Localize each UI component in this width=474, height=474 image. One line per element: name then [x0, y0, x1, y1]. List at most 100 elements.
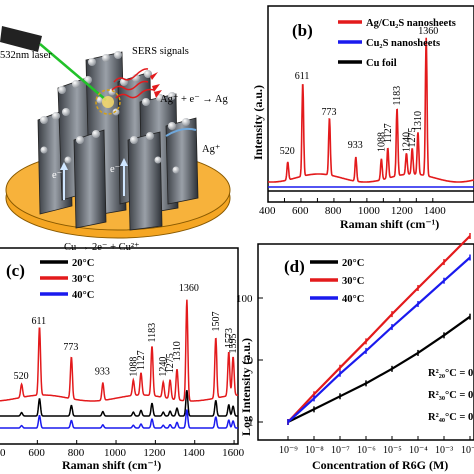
panel-c-tick-label: 1400 — [183, 447, 206, 459]
panel-c-x-ticks: 400 600 800 1000 1200 1400 1600 — [0, 440, 245, 459]
panel-d-x-axis-label: Concentration of R6G (M) — [312, 458, 448, 472]
silver-nanoparticles — [40, 51, 190, 174]
panel-b-peak-label: 1360 — [418, 26, 438, 37]
panel-b-peak-label: 611 — [295, 71, 310, 82]
panel-b-legend: Ag/Cu₂S nanosheets Cu₂S nanosheets Cu foil — [338, 18, 456, 69]
panel-b-tick-label: 1200 — [391, 205, 414, 217]
panel-c-peak-label: 1183 — [147, 323, 158, 343]
panel-b-series-line-0 — [268, 37, 474, 183]
panel-d-x-tick-label: 10⁻⁷ — [331, 445, 350, 456]
panel-c-peak-label: 611 — [32, 316, 47, 327]
panel-b-peak-label: 1310 — [413, 111, 424, 131]
panel-d-series-line-1 — [287, 235, 471, 423]
panel-c-x-axis-label: Raman shift (cm⁻¹) — [62, 458, 161, 472]
panel-d-legend-label: 40°C — [342, 294, 364, 305]
panel-b-legend-label: Cu foil — [366, 58, 397, 69]
panel-d-series-line-0 — [287, 315, 471, 423]
panel-c-label: (c) — [6, 261, 25, 280]
panel-b-peak-label: 933 — [348, 140, 363, 151]
panel-b-legend-label: Cu₂S nanosheets — [366, 38, 440, 49]
ag-ion-arrow — [165, 127, 197, 137]
sers-signals-label: SERS signals — [132, 46, 189, 57]
panel-b-peak-label: 1275 — [407, 128, 418, 148]
laser-source — [0, 26, 121, 115]
panel-b-tick-label: 1000 — [358, 205, 381, 217]
panel-d-legend-label: 20°C — [342, 258, 364, 269]
panel-c-frame — [0, 247, 239, 445]
panel-c-series-line-1 — [0, 299, 239, 402]
panel-d-x-tick-label: 10⁻⁹ — [279, 445, 298, 456]
panel-b-peak-label: 520 — [280, 146, 295, 157]
panel-c-tick-label: 1600 — [222, 447, 245, 459]
panel-c-peak-label: 1088 — [128, 357, 139, 377]
panel-d-x-tick-label: 10⁻⁵ — [383, 445, 402, 456]
panel-b-peak-label: 1127 — [383, 123, 394, 143]
sers-signal-arrows — [111, 68, 162, 99]
panel-c-tick-label: 1200 — [143, 447, 166, 459]
electron-arrows — [60, 158, 128, 200]
panel-b-x-axis-label: Raman shift (cm⁻¹) — [340, 217, 439, 231]
panel-d-x-tick-label: 10⁻⁴ — [409, 445, 428, 456]
panel-b-tick-label: 600 — [292, 205, 309, 217]
panel-c-legend-label: 30°C — [72, 274, 94, 285]
panel-b-frame — [267, 5, 474, 203]
panel-c-series — [0, 299, 239, 429]
panel-c-legend-label: 20°C — [72, 258, 94, 269]
panel-c-series-line-2 — [0, 409, 238, 429]
panel-d-series — [287, 233, 471, 425]
panel-d-y-tick-label: 100 — [236, 293, 253, 305]
panel-d-label: (d) — [284, 257, 305, 276]
reaction-silver-label: Ag⁺ + e⁻ → Ag — [160, 94, 229, 105]
panel-c-series-line-0 — [0, 390, 238, 417]
panel-b-tick-label: 800 — [325, 205, 342, 217]
panel-c-peak-label: 1507 — [211, 312, 222, 332]
panel-d-y-axis-label: Log Intensity (a.u.) — [239, 338, 253, 436]
panel-c-tick-label: 800 — [68, 447, 85, 459]
panel-c-peak-label: 1275 — [165, 353, 176, 373]
panel-d-r-squared: R²₂₀°C = 0. R²₃₀°C = 0. R²₄₀°C = 0. — [428, 368, 474, 423]
panel-d-x-tick-label: 10⁻⁶ — [357, 445, 376, 456]
panel-d-y-tick-label: 1 — [248, 417, 254, 429]
panel-d-y-tick-label: 10 — [242, 355, 254, 367]
panel-d-x-tick-label: 10⁻⁸ — [305, 445, 324, 456]
panel-b-peak-label: 1088 — [376, 132, 387, 152]
panel-c-peak-label: 520 — [14, 371, 29, 382]
panel-b-peak-label: 1183 — [392, 86, 403, 106]
panel-b-legend-label: Ag/Cu₂S nanosheets — [366, 18, 456, 29]
laser-label: 532nm laser — [0, 50, 52, 61]
panel-c-peak-label: 933 — [95, 366, 110, 377]
schematic-panel: 532nm laser SERS signals Ag⁺ + e⁻ → Ag A… — [0, 26, 231, 253]
panel-c-peak-label: 1360 — [179, 283, 199, 294]
panel-d-r-squared-label: R²₄₀°C = 0. — [428, 412, 474, 423]
panel-d-ticks: 10⁻⁹ 10⁻⁸ 10⁻⁷ 10⁻⁶ 10⁻⁵ 10⁻⁴ 10⁻³ 10⁻² 1 10 100 — [236, 293, 474, 456]
panel-d-series-line-2 — [287, 256, 471, 423]
panel-c-peak-label: 1573 — [224, 328, 235, 348]
panel-d-legend-label: 30°C — [342, 276, 364, 287]
panel-c-tick-label: 400 — [0, 447, 6, 459]
panel-b-label: (b) — [292, 21, 313, 40]
panel-b-tick-label: 400 — [259, 205, 276, 217]
panel-b-peak-label: 773 — [322, 107, 337, 118]
panel-c-peak-label: 1595 — [228, 334, 239, 354]
panel-d-x-tick-label: 10⁻³ — [435, 445, 453, 456]
panel-d: 10⁻⁹ 10⁻⁸ 10⁻⁷ 10⁻⁶ 10⁻⁵ 10⁻⁴ 10⁻³ 10⁻² 1 10 100 (… — [236, 233, 474, 472]
electron-label-left: e⁻ — [52, 170, 62, 181]
panel-c-peak-label: 1127 — [136, 350, 147, 370]
electron-label-right: e⁻ — [110, 164, 120, 175]
panel-c-tick-label: 1000 — [104, 447, 127, 459]
panel-b-tick-label: 1400 — [424, 205, 447, 217]
panel-d-legend: 20°C 30°C 40°C — [310, 258, 364, 305]
panel-c-legend-label: 40°C — [72, 290, 94, 301]
panel-c-tick-label: 600 — [28, 447, 45, 459]
panel-d-r-squared-label: R²₃₀°C = 0. — [428, 390, 474, 401]
panel-c-peak-label: 1240 — [158, 357, 169, 377]
panel-b-series — [268, 37, 474, 192]
panel-d-r-squared-label: R²₂₀°C = 0. — [428, 368, 474, 379]
panel-c-legend: 20°C 30°C 40°C — [40, 258, 94, 301]
ag-ion-label: Ag⁺ — [202, 144, 220, 155]
